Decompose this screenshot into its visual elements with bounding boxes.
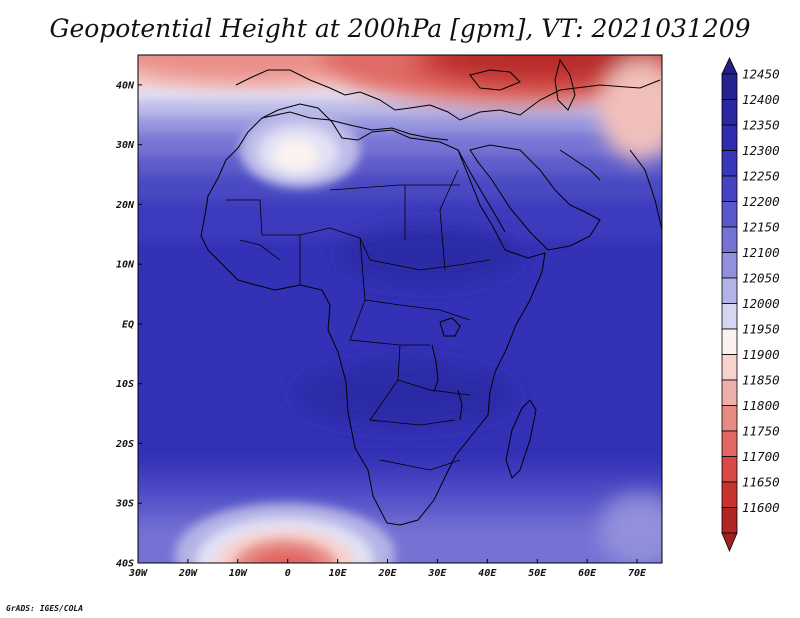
colorbar-label: 12000 bbox=[742, 296, 780, 311]
height-field bbox=[138, 55, 662, 563]
persian-gulf bbox=[559, 149, 601, 181]
colorbar-swatch bbox=[721, 150, 738, 177]
x-tick-label: 20W bbox=[178, 568, 198, 579]
black-sea bbox=[469, 69, 521, 91]
mediterranean-south bbox=[261, 111, 449, 141]
colorbar-top-arrow bbox=[721, 57, 738, 75]
colorbar-swatch bbox=[721, 175, 738, 202]
lake-tanganyika bbox=[431, 344, 439, 393]
colorbar-swatch bbox=[721, 481, 738, 508]
lake-malawi bbox=[457, 389, 463, 421]
colorbar-swatch bbox=[721, 252, 738, 279]
colorbar-label: 11700 bbox=[742, 449, 780, 464]
lake-victoria bbox=[439, 317, 461, 337]
y-tick-label: 40S bbox=[116, 559, 134, 570]
x-tick-label: 10W bbox=[229, 568, 248, 579]
colorbar-swatch bbox=[721, 379, 738, 406]
y-tick-label: 30N bbox=[115, 140, 135, 151]
x-tick-label: 30W bbox=[128, 568, 148, 579]
colorbar-swatch bbox=[721, 73, 738, 100]
colorbar-label: 12350 bbox=[742, 118, 780, 133]
coastlines bbox=[200, 58, 662, 526]
africa-coastline bbox=[200, 103, 546, 526]
field-red-region bbox=[138, 55, 662, 160]
colorbar-label: 12150 bbox=[742, 220, 780, 235]
y-tick-label: EQ bbox=[122, 319, 134, 330]
colorbar-swatch bbox=[721, 328, 738, 355]
field-sw-low bbox=[175, 503, 395, 563]
colorbar-bottom-arrow bbox=[721, 532, 738, 553]
x-tick-label: 10E bbox=[329, 568, 348, 579]
y-tick-label: 20N bbox=[115, 200, 135, 211]
colorbar-label: 11900 bbox=[742, 347, 780, 362]
colorbar-label: 12300 bbox=[742, 143, 780, 158]
colorbar-swatch bbox=[721, 354, 738, 381]
map-title: Geopotential Height at 200hPa [gpm], VT:… bbox=[49, 14, 751, 43]
arabia-coastline bbox=[469, 144, 601, 251]
colorbar-label: 11950 bbox=[742, 322, 780, 337]
colorbar-label: 11850 bbox=[742, 373, 780, 388]
colorbar-swatch bbox=[721, 430, 738, 457]
colorbar-swatch bbox=[721, 456, 738, 483]
colorbar-swatch bbox=[721, 303, 738, 330]
y-tick-label: 20S bbox=[115, 439, 134, 450]
y-tick-label: 10N bbox=[116, 260, 135, 271]
y-tick-label: 10S bbox=[116, 379, 134, 390]
x-tick-label: 40E bbox=[478, 568, 497, 579]
x-tick-label: 0 bbox=[285, 568, 291, 579]
red-sea bbox=[457, 149, 506, 233]
colorbar-label: 12400 bbox=[742, 92, 780, 107]
europe-coastline bbox=[235, 69, 661, 121]
colorbar: 12450 12400 12350 12300 12250 12200 12150 12100… bbox=[721, 57, 780, 553]
colorbar-label: 12050 bbox=[742, 271, 780, 286]
x-tick-label: 50E bbox=[528, 568, 547, 579]
y-tick-label: 30S bbox=[115, 499, 134, 510]
colorbar-label: 11750 bbox=[742, 424, 780, 439]
x-axis-ticks: 30W 20W 10W 0 10E 20E 30E 40E 50E 60E 70E bbox=[128, 559, 647, 579]
x-tick-label: 20E bbox=[377, 568, 397, 579]
colorbar-label: 12250 bbox=[742, 169, 780, 184]
colorbar-swatch bbox=[721, 277, 738, 304]
field-north-bands bbox=[138, 55, 662, 240]
colorbar-swatch bbox=[721, 507, 738, 534]
x-tick-label: 70E bbox=[628, 568, 647, 579]
colorbar-swatch bbox=[721, 99, 738, 126]
colorbar-label: 11650 bbox=[742, 475, 780, 490]
india-coast bbox=[629, 149, 662, 231]
colorbar-swatch bbox=[721, 226, 738, 253]
x-tick-label: 60E bbox=[578, 568, 597, 579]
colorbar-swatch bbox=[721, 124, 738, 151]
colorbar-label: 11800 bbox=[742, 398, 780, 413]
colorbar-swatch bbox=[721, 405, 738, 432]
colorbar-label: 12450 bbox=[742, 67, 780, 82]
caspian bbox=[554, 58, 576, 111]
colorbar-label: 12100 bbox=[742, 245, 780, 260]
colorbar-label: 11600 bbox=[742, 500, 780, 515]
plot-frame bbox=[137, 54, 663, 564]
border-lines bbox=[226, 169, 491, 471]
colorbar-swatch bbox=[721, 201, 738, 228]
field-core bbox=[295, 225, 520, 427]
y-axis-ticks: 40N 30N 20N 10N EQ 10S 20S 30S 40S bbox=[115, 80, 142, 570]
field-nw-bubble bbox=[240, 112, 360, 188]
y-tick-label: 40N bbox=[116, 80, 135, 91]
madagascar-coastline bbox=[505, 399, 537, 479]
grads-credit: GrADS: IGES/COLA bbox=[6, 604, 84, 613]
colorbar-label: 12200 bbox=[742, 194, 780, 209]
x-tick-label: 30E bbox=[427, 568, 447, 579]
